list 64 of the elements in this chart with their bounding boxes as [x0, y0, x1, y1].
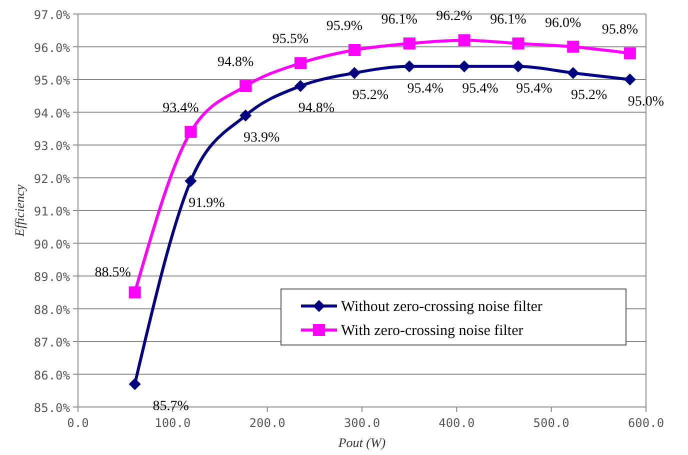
data-label: 96.1%: [381, 12, 418, 28]
y-tick-label: 93.0%: [34, 139, 71, 153]
data-label: 96.0%: [545, 16, 582, 31]
point: [624, 74, 636, 86]
data-label: 93.4%: [162, 100, 200, 116]
data-label: 95.0%: [628, 94, 664, 110]
data-label: 88.5%: [94, 265, 132, 280]
point: [294, 57, 306, 70]
point: [512, 60, 524, 72]
data-label: 95.9%: [326, 19, 363, 34]
y-tick-label: 94.0%: [34, 106, 71, 120]
point: [240, 80, 252, 92]
y-tick-label: 96.0%: [34, 40, 71, 55]
data-label: 96.2%: [436, 9, 473, 24]
point: [567, 66, 580, 79]
point: [128, 286, 141, 298]
point: [184, 126, 197, 138]
x-tick-label: 100.0: [154, 416, 191, 430]
legend-label: With zero-crossing noise filter: [341, 323, 524, 339]
point: [403, 37, 416, 50]
point: [128, 378, 141, 390]
y-tick-label: 91.0%: [34, 204, 71, 218]
x-tick-label: 600.0: [628, 416, 664, 430]
data-label: 91.9%: [188, 196, 226, 212]
x-tick-label: 400.0: [438, 416, 475, 430]
x-tick-label: 200.0: [249, 416, 286, 430]
y-tick-label: 97.0%: [34, 8, 71, 22]
x-tick-label: 500.0: [533, 416, 570, 430]
data-label: 95.4%: [462, 81, 499, 96]
y-tick-label: 89.0%: [34, 270, 71, 284]
point: [567, 40, 580, 53]
data-label: 94.8%: [217, 55, 254, 70]
y-tick-label: 88.0%: [34, 302, 71, 317]
y-tick-label: 86.0%: [34, 368, 71, 382]
point: [348, 44, 360, 56]
x-axis-title: Pout (W): [337, 435, 386, 450]
data-label: 95.8%: [602, 22, 638, 38]
point: [184, 175, 197, 188]
data-label: 96.1%: [490, 12, 527, 28]
y-tick-label: 95.0%: [34, 74, 71, 88]
y-tick-label: 87.0%: [34, 336, 71, 350]
point: [458, 34, 470, 46]
y-tick-label: 92.0%: [34, 172, 71, 186]
point: [458, 60, 470, 72]
point: [403, 60, 416, 72]
x-tick-label: 300.0: [344, 416, 380, 430]
y-axis-title: Efficiency: [12, 184, 27, 238]
data-label: 95.2%: [571, 88, 608, 103]
data-label: 95.4%: [516, 81, 553, 96]
point: [624, 47, 636, 60]
point: [348, 66, 360, 79]
legend-label: Without zero-crossing noise filter: [341, 299, 542, 315]
y-tick-label: 90.0%: [34, 237, 71, 252]
data-label: 95.4%: [407, 81, 444, 96]
point: [294, 80, 306, 92]
point: [512, 37, 524, 50]
data-label: 94.8%: [298, 101, 335, 116]
data-label: 95.2%: [352, 88, 389, 103]
y-tick-label: 85.0%: [34, 401, 71, 415]
point: [240, 110, 252, 122]
x-tick-label: 0.0: [67, 416, 89, 430]
data-label: 85.7%: [152, 399, 190, 414]
data-label: 93.9%: [243, 130, 280, 146]
data-label: 95.5%: [272, 32, 309, 48]
